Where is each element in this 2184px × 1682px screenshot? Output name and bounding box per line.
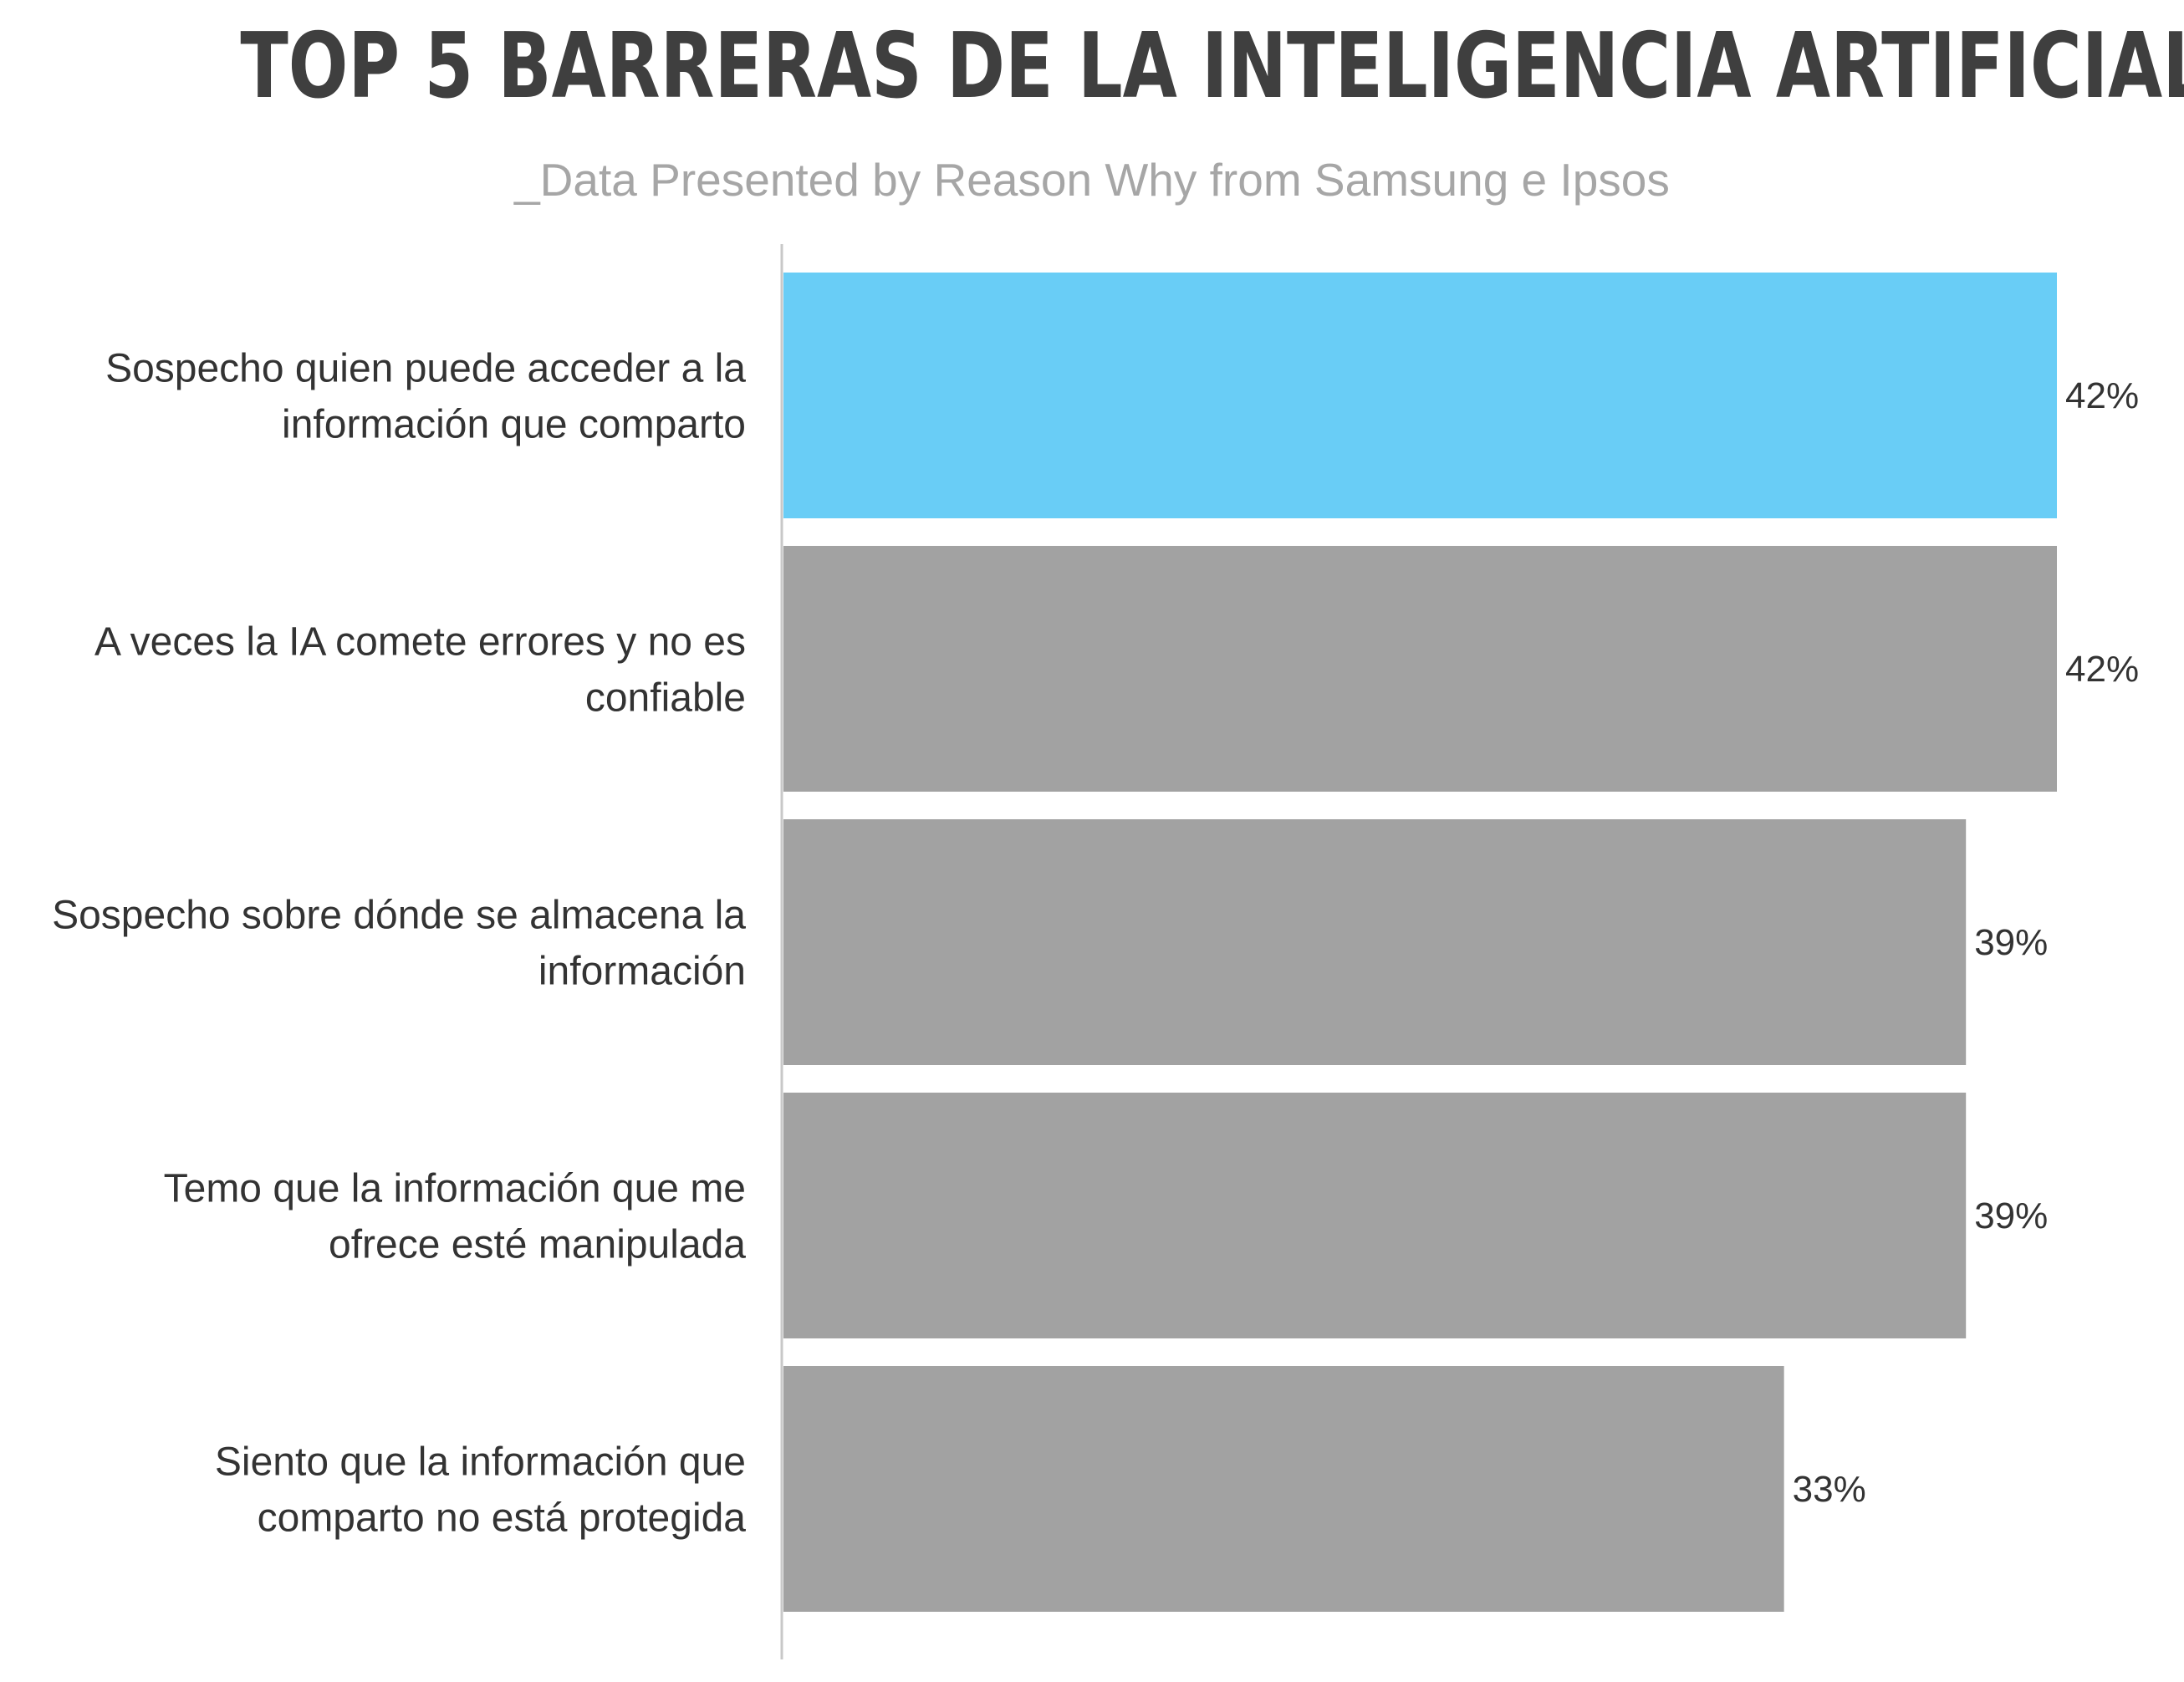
category-label-line: información <box>538 950 746 994</box>
bars-group: 42% Sospecho quien puede acceder a la info… <box>52 273 2139 1612</box>
category-label-2: A veces la IA comete errores y no es conf… <box>94 620 746 721</box>
category-label-line: Temo que la información que me <box>164 1167 746 1211</box>
category-label-line: información que comparto <box>282 403 746 447</box>
category-label-5: Siento que la información que comparto no… <box>215 1440 746 1541</box>
category-label-line: Sospecho quien puede acceder a la <box>105 347 746 391</box>
value-label-2: 42% <box>2065 649 2139 690</box>
bar-5 <box>783 1366 1784 1612</box>
value-label-3: 39% <box>1974 922 2048 963</box>
value-label-1: 42% <box>2065 375 2139 416</box>
bar-1 <box>783 273 2057 518</box>
bar-2 <box>783 546 2057 792</box>
category-label-line: ofrece esté manipulada <box>329 1223 746 1267</box>
category-label-4: Temo que la información que me ofrece est… <box>164 1167 747 1267</box>
category-label-line: Sospecho sobre dónde se almacena la <box>52 894 746 938</box>
category-label-line: A veces la IA comete errores y no es <box>94 620 746 665</box>
value-label-5: 33% <box>1793 1469 1866 1510</box>
value-label-4: 39% <box>1974 1195 2048 1236</box>
chart-title: TOP 5 BARRERAS DE LA INTELIGENCIA ARTIFI… <box>240 14 2184 119</box>
category-label-line: comparto no está protegida <box>258 1496 747 1541</box>
category-label-1: Sospecho quien puede acceder a la informa… <box>105 347 746 447</box>
category-label-line: Siento que la información que <box>215 1440 746 1485</box>
category-label-line: confiable <box>585 676 746 721</box>
chart-subtitle: _Data Presented by Reason Why from Samsu… <box>514 154 1670 206</box>
bar-4 <box>783 1093 1967 1338</box>
bar-3 <box>783 819 1967 1065</box>
category-label-3: Sospecho sobre dónde se almacena la infor… <box>52 894 746 994</box>
